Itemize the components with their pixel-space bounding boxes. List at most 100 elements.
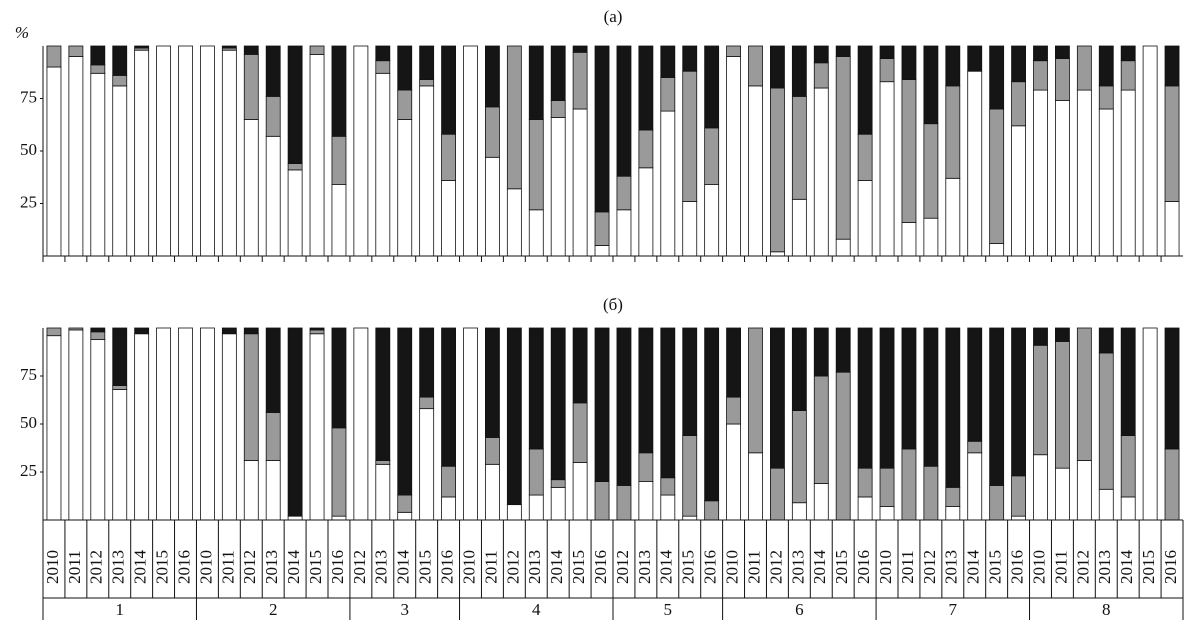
bar-segment [813,483,829,521]
bar-segment [748,45,763,87]
bar-segment [485,156,500,257]
bar-segment [353,327,369,521]
bar-segment [660,477,676,496]
bar-segment [967,45,983,72]
bar-segment [243,45,259,55]
x-tick-label: 2013 [372,550,391,584]
x-tick-label: 2015 [569,550,588,584]
bar-segment [463,327,478,521]
bar-segment [550,327,566,481]
bar-segment [770,87,785,253]
x-tick-label: 2010 [43,550,62,584]
bar-segment [441,179,456,257]
bar-segment [550,486,566,521]
bar-segment [901,79,917,223]
x-tick-label: 2013 [525,550,544,584]
bar-segment [441,45,456,135]
bar-segment [945,177,961,257]
bar-segment [134,49,150,257]
group-label: 5 [664,600,673,619]
x-tick-label: 2010 [1029,550,1048,584]
bar-segment [265,327,281,413]
bar-segment [112,45,128,76]
bar-segment [572,327,588,404]
bar-segment [397,45,413,91]
x-tick-label: 2014 [1117,550,1136,585]
x-tick-label: 2011 [481,550,500,583]
x-tick-label: 2012 [613,550,632,584]
bar-segment [945,85,961,179]
bar-segment [1055,327,1070,342]
bar-segment [682,45,698,72]
x-tick-label: 2015 [986,550,1005,584]
bar-segment [243,460,259,521]
bar-segment [923,217,939,257]
bar-segment [901,221,917,257]
bar-segment [616,485,632,521]
x-tick-label: 2011 [1051,550,1070,583]
bar-segment [200,327,215,521]
x-tick-label: 2013 [942,550,961,584]
x-tick-label: 2014 [657,550,676,585]
bar-segment [879,81,895,257]
bar-segment [1164,45,1180,87]
bar-segment [660,45,676,78]
bar-segment [835,371,851,521]
bar-segment [331,515,347,521]
bar-segment [682,515,698,521]
bar-segment [989,45,1005,110]
x-tick-label: 2015 [679,550,698,584]
bar-segment [945,506,961,521]
bar-segment [397,494,413,513]
bar-segment [748,85,763,257]
bar-segment [287,169,303,257]
bar-segment [704,184,720,257]
bar-segment [200,45,215,257]
bar-segment [879,58,895,83]
bar-segment [331,184,347,257]
bar-segment [90,45,106,66]
bar-segment [572,108,588,257]
bar-segment [594,211,610,246]
bar-segment [506,327,522,506]
x-tick-label: 2016 [591,550,610,584]
bar-segment [550,45,566,101]
bar-segment [265,45,281,97]
bar-segment [791,45,807,97]
bar-segment [331,427,347,517]
bar-segment [331,135,347,186]
bar-segment [485,106,500,158]
bar-segment [945,486,961,507]
x-tick-label: 2012 [350,550,369,584]
group-label: 6 [795,600,804,619]
group-label: 4 [532,600,541,619]
x-tick-label: 2015 [152,550,171,584]
bar-segment [813,62,829,89]
bar-segment [1055,467,1070,521]
bar-segment [594,327,610,483]
bar-segment [967,327,983,442]
bar-segment [287,45,303,164]
x-tick-label: 2014 [964,550,983,585]
bar-segment [375,60,391,74]
bar-segment [1120,435,1136,498]
bar-segment [134,333,150,521]
bar-segment [748,452,763,521]
x-tick-label: 2013 [1095,550,1114,584]
bar-segment [46,327,62,337]
x-tick-label: 2014 [394,550,413,585]
x-tick-label: 2016 [328,550,347,584]
bar-segment [243,54,259,120]
bar-segment [726,327,741,398]
bar-segment [528,119,544,211]
bar-segment [901,45,917,80]
bar-segment [287,163,303,171]
x-tick-label: 2012 [240,550,259,584]
bar-segment [441,496,456,521]
bar-segment [485,327,500,438]
bar-segment [221,45,237,49]
bar-segment [221,49,237,257]
bar-segment [989,327,1005,486]
bar-segment [835,56,851,240]
